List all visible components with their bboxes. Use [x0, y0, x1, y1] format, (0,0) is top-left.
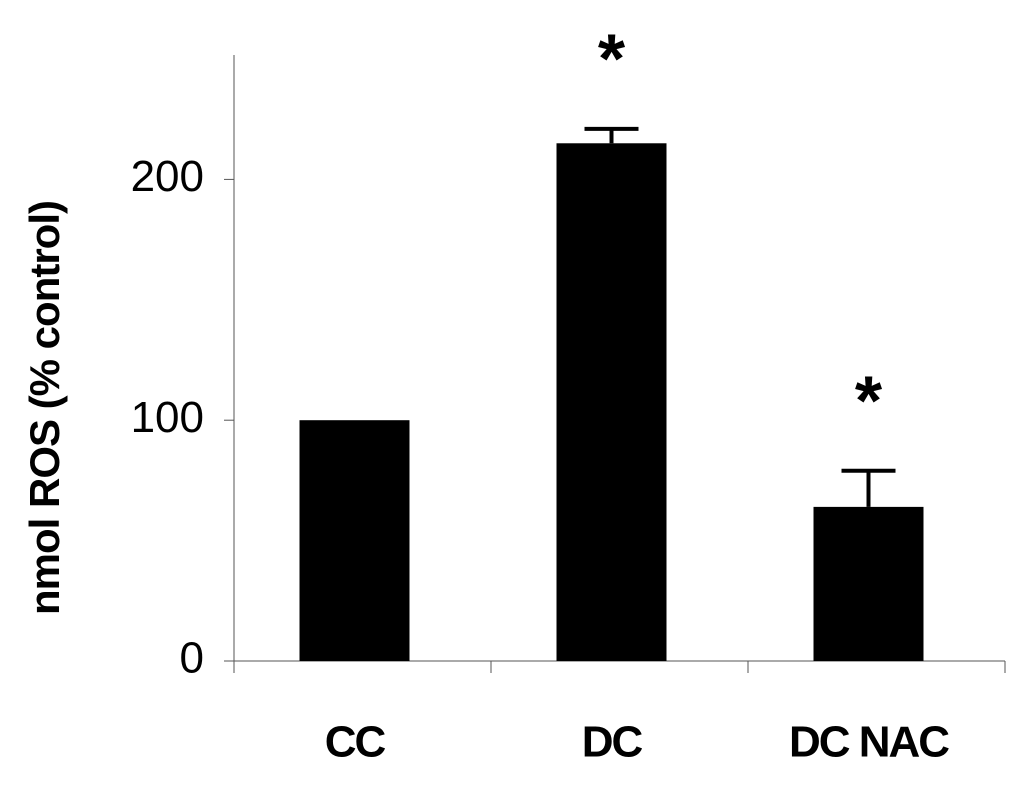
x-tick-label: CC	[325, 718, 386, 767]
significance-marker: *	[598, 19, 626, 97]
x-tick-label: DC	[582, 718, 643, 767]
bar	[813, 506, 924, 661]
y-tick-label: 0	[180, 634, 204, 683]
bar	[556, 143, 667, 661]
y-axis-label: nmol ROS (% control)	[21, 201, 68, 615]
y-tick-label: 200	[131, 152, 204, 201]
significance-marker: *	[855, 361, 883, 439]
bar	[299, 420, 410, 661]
x-tick-label: DC NAC	[789, 718, 949, 767]
y-tick-label: 100	[131, 393, 204, 442]
